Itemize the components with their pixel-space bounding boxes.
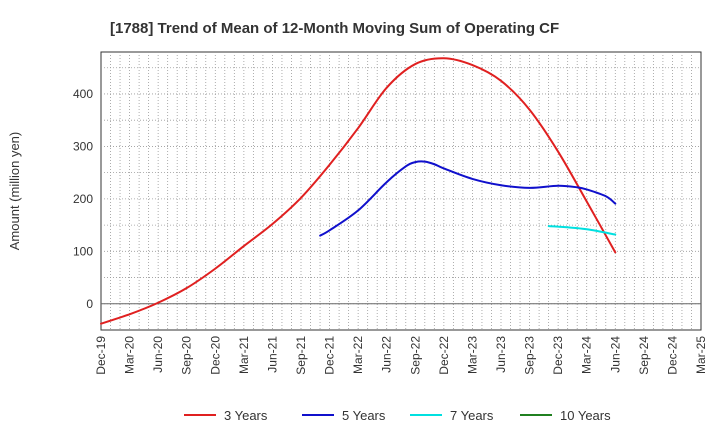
x-tick-label: Mar-22: [351, 336, 365, 374]
x-tick-label: Jun-23: [494, 336, 508, 373]
series-line-3-years: [100, 57, 617, 325]
x-tick-label: Dec-20: [208, 336, 222, 375]
legend-label: 7 Years: [450, 408, 494, 423]
y-axis: 0 100 200 300 400: [73, 87, 93, 311]
series-line-7-years: [547, 225, 617, 236]
x-tick-label: Dec-23: [551, 336, 565, 375]
x-tick-label: Dec-22: [437, 336, 451, 375]
x-tick-label: Sep-23: [523, 336, 537, 375]
x-axis: Dec-19 Mar-20 Jun-20 Sep-20 Dec-20 Mar-21 Jun-…: [94, 336, 708, 375]
series-layer: [100, 57, 617, 325]
plot-area: [100, 51, 702, 331]
legend-item-10-years: 10 Years: [520, 408, 611, 423]
y-tick-label: 300: [73, 139, 93, 153]
chart-title: [1788] Trend of Mean of 12-Month Moving …: [110, 20, 559, 37]
y-tick-label: 100: [73, 244, 93, 258]
x-tick-label: Jun-20: [151, 336, 165, 373]
x-tick-label: Dec-24: [665, 336, 679, 375]
legend-label: 5 Years: [342, 408, 386, 423]
x-tick-label: Dec-21: [323, 336, 337, 375]
legend-item-3-years: 3 Years: [184, 408, 268, 423]
grid-lines: [101, 52, 701, 330]
x-tick-label: Mar-24: [580, 336, 594, 374]
x-tick-label: Jun-24: [608, 336, 622, 373]
y-tick-label: 200: [73, 192, 93, 206]
legend: 3 Years 5 Years 7 Years 10 Years: [184, 408, 611, 423]
x-tick-label: Dec-19: [94, 336, 108, 375]
x-tick-label: Mar-25: [694, 336, 708, 374]
y-tick-label: 400: [73, 87, 93, 101]
y-axis-label: Amount (million yen): [7, 132, 22, 251]
legend-item-7-years: 7 Years: [410, 408, 494, 423]
x-tick-label: Sep-24: [637, 336, 651, 375]
x-tick-label: Sep-21: [294, 336, 308, 375]
x-tick-label: Mar-23: [465, 336, 479, 374]
x-tick-label: Sep-20: [180, 336, 194, 375]
series-line-5-years: [319, 160, 617, 237]
legend-label: 10 Years: [560, 408, 611, 423]
x-tick-label: Mar-20: [123, 336, 137, 374]
plot-frame: [100, 51, 702, 331]
x-tick-label: Jun-22: [380, 336, 394, 373]
y-tick-label: 0: [86, 297, 93, 311]
legend-label: 3 Years: [224, 408, 268, 423]
x-tick-label: Jun-21: [265, 336, 279, 373]
x-tick-label: Sep-22: [408, 336, 422, 375]
x-tick-label: Mar-21: [237, 336, 251, 374]
legend-item-5-years: 5 Years: [302, 408, 386, 423]
